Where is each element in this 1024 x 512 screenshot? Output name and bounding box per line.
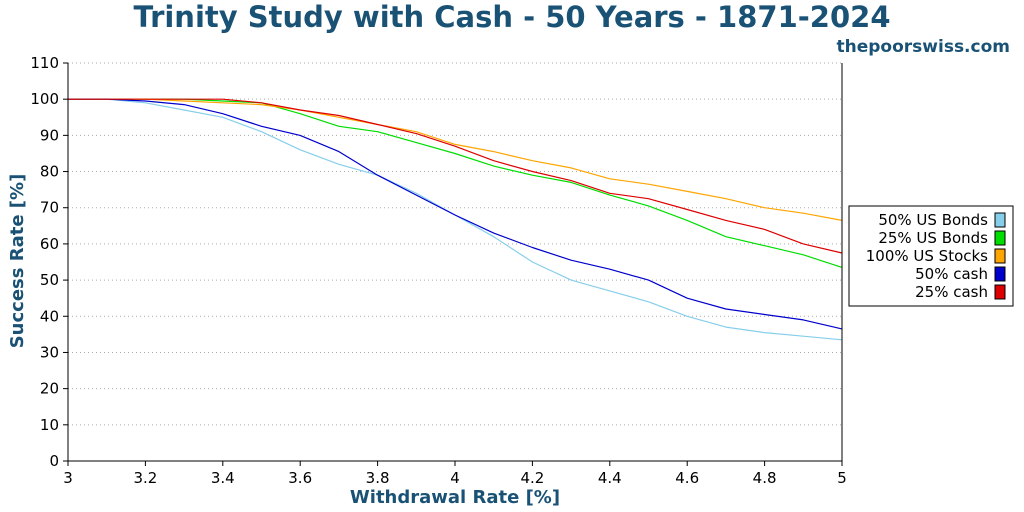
x-axis-ticks: 3 3.2 3.4 3.6 3.8 4 4.2 4.4 4.6 4.8 5 [63, 461, 847, 487]
legend-label: 50% cash [915, 265, 988, 283]
y-axis-label: Success Rate [%] [7, 174, 28, 349]
legend-label: 25% cash [915, 283, 988, 301]
y-tick-label: 0 [49, 452, 59, 470]
x-tick-label: 3.4 [211, 469, 235, 487]
y-axis-ticks: 0 10 20 30 40 50 60 70 80 90 100 110 [30, 54, 68, 470]
y-tick-label: 110 [30, 54, 59, 72]
legend-swatch [994, 212, 1006, 228]
legend-label: 50% US Bonds [878, 211, 988, 229]
x-tick-label: 5 [837, 469, 847, 487]
legend-swatch [994, 248, 1006, 264]
x-tick-label: 3.2 [133, 469, 157, 487]
y-tick-label: 20 [40, 380, 59, 398]
x-tick-label: 4.4 [598, 469, 622, 487]
source-label: thepoorswiss.com [837, 37, 1011, 57]
x-tick-label: 4 [450, 469, 460, 487]
legend-label: 25% US Bonds [878, 229, 988, 247]
series-lines [68, 98, 843, 341]
x-tick-label: 3.6 [288, 469, 312, 487]
series-line-3 [68, 98, 843, 330]
legend-box [848, 205, 1014, 307]
y-tick-label: 30 [40, 343, 59, 361]
grid [68, 62, 842, 426]
y-tick-label: 80 [40, 163, 59, 181]
y-tick-label: 50 [40, 271, 59, 289]
series-line-1 [68, 98, 843, 268]
y-tick-label: 10 [40, 416, 59, 434]
x-tick-label: 3 [63, 469, 73, 487]
y-tick-label: 90 [40, 126, 59, 144]
x-tick-label: 4.6 [675, 469, 699, 487]
legend-swatch [994, 230, 1006, 246]
x-tick-label: 3.8 [366, 469, 390, 487]
x-axis-label: Withdrawal Rate [%] [350, 487, 560, 508]
series-line-2 [68, 98, 843, 221]
chart-title: Trinity Study with Cash - 50 Years - 187… [133, 0, 890, 34]
y-tick-label: 100 [30, 90, 59, 108]
legend-swatch [994, 284, 1006, 300]
axes [67, 63, 843, 462]
y-tick-label: 70 [40, 199, 59, 217]
y-tick-label: 60 [40, 235, 59, 253]
x-tick-label: 4.8 [753, 469, 777, 487]
series-line-4 [68, 98, 843, 254]
legend-label: 100% US Stocks [866, 247, 988, 265]
y-tick-label: 40 [40, 307, 59, 325]
legend-swatch [994, 266, 1006, 282]
x-tick-label: 4.2 [520, 469, 544, 487]
